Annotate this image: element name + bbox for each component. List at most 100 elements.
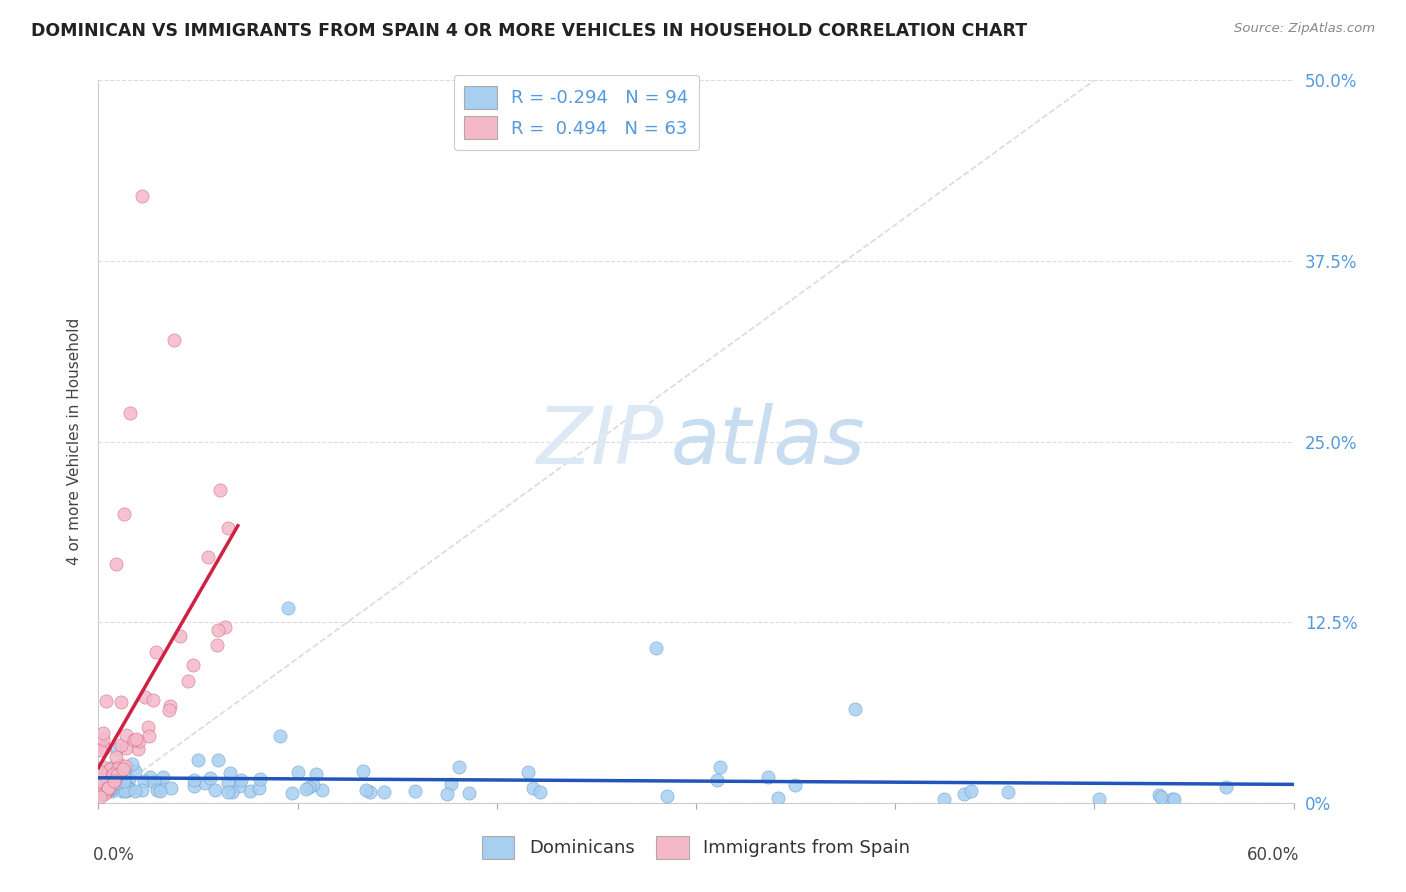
Point <box>131 189 153 203</box>
Point <box>124 764 146 779</box>
Point <box>159 698 181 713</box>
Point <box>97 781 120 796</box>
Point <box>110 696 132 710</box>
Point <box>217 776 239 790</box>
Point <box>97 782 120 797</box>
Point <box>200 771 222 785</box>
Point <box>112 766 135 780</box>
Point <box>157 703 180 717</box>
Point <box>932 791 955 805</box>
Point <box>93 740 115 755</box>
Point <box>100 781 122 796</box>
Point <box>277 600 299 615</box>
Point <box>1147 789 1170 803</box>
Point <box>149 784 172 798</box>
Point <box>89 784 111 798</box>
Point <box>90 768 112 782</box>
Point <box>105 750 128 764</box>
Point <box>219 766 242 780</box>
Point <box>91 760 114 774</box>
Point <box>120 781 142 796</box>
Point <box>91 731 114 746</box>
Point <box>239 784 262 798</box>
Point <box>221 785 243 799</box>
Point <box>766 790 789 805</box>
Point <box>1150 790 1173 805</box>
Point <box>96 780 118 795</box>
Point <box>138 770 160 784</box>
Point <box>844 702 866 716</box>
Point <box>529 785 551 799</box>
Text: atlas: atlas <box>671 402 865 481</box>
Point <box>138 729 160 743</box>
Point <box>93 782 115 797</box>
Text: 0.0%: 0.0% <box>93 847 135 864</box>
Point <box>152 770 174 784</box>
Point <box>997 784 1019 798</box>
Point <box>101 784 124 798</box>
Point <box>160 781 183 796</box>
Point <box>90 775 112 789</box>
Point <box>359 785 381 799</box>
Point <box>706 773 728 788</box>
Point <box>115 741 138 756</box>
Point <box>354 783 377 797</box>
Legend: Dominicans, Immigrants from Spain: Dominicans, Immigrants from Spain <box>475 829 917 866</box>
Point <box>1215 780 1237 794</box>
Y-axis label: 4 or more Vehicles in Household: 4 or more Vehicles in Household <box>67 318 83 566</box>
Point <box>97 780 120 795</box>
Point <box>145 645 167 659</box>
Point <box>280 786 302 800</box>
Point <box>89 783 111 797</box>
Text: DOMINICAN VS IMMIGRANTS FROM SPAIN 4 OR MORE VEHICLES IN HOUSEHOLD CORRELATION C: DOMINICAN VS IMMIGRANTS FROM SPAIN 4 OR … <box>31 22 1026 40</box>
Point <box>90 780 112 795</box>
Point <box>110 766 132 780</box>
Point <box>111 762 134 776</box>
Point <box>756 770 779 784</box>
Point <box>89 773 111 788</box>
Text: 60.0%: 60.0% <box>1247 847 1299 864</box>
Point <box>655 789 678 804</box>
Point <box>952 788 974 802</box>
Point <box>373 785 395 799</box>
Text: Source: ZipAtlas.com: Source: ZipAtlas.com <box>1234 22 1375 36</box>
Point <box>249 772 271 786</box>
Point <box>105 741 128 756</box>
Point <box>103 774 125 789</box>
Point <box>183 779 205 793</box>
Point <box>89 743 111 757</box>
Point <box>229 772 252 787</box>
Point <box>187 753 209 767</box>
Point <box>207 752 229 766</box>
Point <box>103 760 125 774</box>
Point <box>97 782 120 797</box>
Point <box>440 777 463 791</box>
Point <box>269 729 291 743</box>
Point <box>183 657 205 672</box>
Point <box>101 776 124 790</box>
Point <box>104 772 127 786</box>
Point <box>112 774 135 789</box>
Point <box>1160 792 1182 806</box>
Point <box>449 760 471 774</box>
Point <box>114 784 136 798</box>
Point <box>311 782 333 797</box>
Point <box>134 690 156 704</box>
Point <box>305 767 328 781</box>
Point <box>207 623 229 637</box>
Point <box>169 629 191 643</box>
Point <box>115 778 138 792</box>
Point <box>112 767 135 781</box>
Point <box>183 772 205 787</box>
Point <box>217 521 239 535</box>
Point <box>124 784 146 798</box>
Point <box>97 765 120 780</box>
Point <box>89 764 111 779</box>
Point <box>136 720 159 734</box>
Point <box>142 693 165 707</box>
Point <box>96 762 118 776</box>
Point <box>1163 792 1185 806</box>
Point <box>517 764 540 779</box>
Point <box>783 778 806 792</box>
Point <box>294 781 316 796</box>
